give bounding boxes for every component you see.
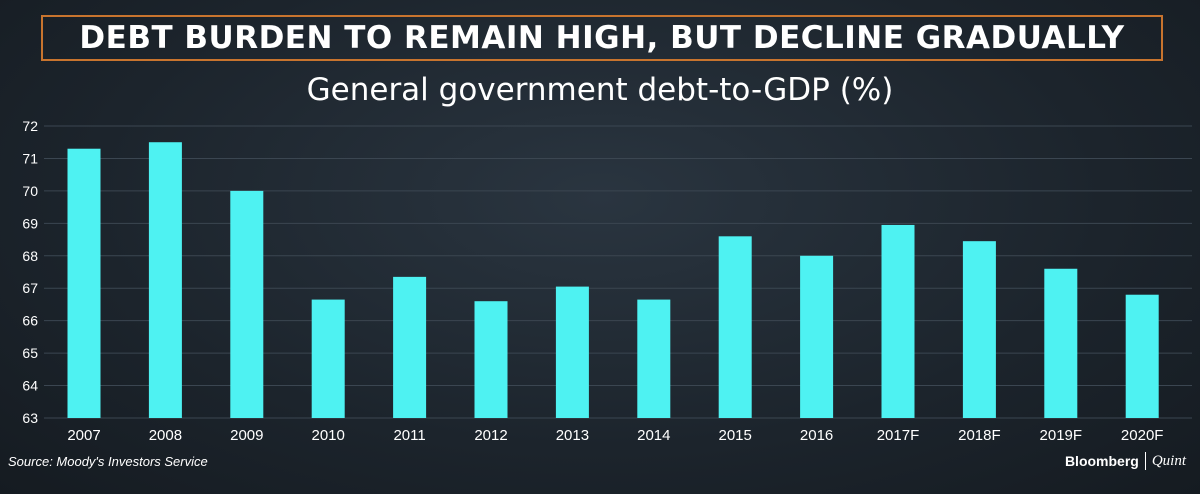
brand-partner: Quint [1151,452,1186,469]
y-tick-label: 69 [22,215,38,231]
x-tick-label: 2020F [1121,427,1164,444]
bar [637,299,671,418]
y-tick-label: 68 [22,248,38,264]
bar [67,148,101,418]
bar [962,241,996,418]
brand-logo: Bloomberg Quint [1065,452,1186,470]
bar-chart: 63 64 65 66 67 68 69 70 71 72 2007 2008 2009 2010 2011… [22,118,1192,444]
x-tick-label: 2011 [393,427,425,444]
bar [474,301,508,418]
x-tick-label: 2012 [474,427,507,444]
y-tick-label: 64 [22,378,38,394]
y-tick-label: 66 [22,313,38,329]
headline: DEBT BURDEN TO REMAIN HIGH, BUT DECLINE … [41,15,1163,61]
x-tick-label: 2019F [1040,427,1083,444]
brand-name: Bloomberg [1064,453,1139,469]
bar [718,236,752,418]
source-note: Source: Moody's Investors Service [8,454,208,469]
chart-title: General government debt-to-GDP (%) [306,72,894,108]
x-tick-label: 2009 [230,427,263,444]
x-tick-label: 2018F [958,427,1001,444]
bar [1125,294,1159,418]
x-tick-label: 2015 [719,427,752,444]
x-tick-label: 2013 [556,427,589,444]
brand-divider [1144,452,1146,470]
y-tick-label: 71 [22,150,38,166]
y-tick-label: 67 [22,280,38,296]
bar [393,276,427,418]
x-tick-label: 2017F [877,427,920,444]
x-tick-label: 2007 [67,427,100,444]
bar [311,299,345,418]
bar [148,142,182,418]
bar [555,286,589,418]
bar [230,190,264,418]
x-tick-label: 2016 [800,427,833,444]
x-tick-label: 2008 [149,427,182,444]
y-tick-label: 65 [22,345,38,361]
y-tick-label: 72 [22,118,38,134]
bar [1044,268,1078,418]
y-tick-label: 70 [22,183,38,199]
y-tick-label: 63 [22,410,38,426]
bar [881,224,915,418]
x-tick-label: 2010 [312,427,345,444]
bar [800,255,834,418]
x-tick-label: 2014 [637,427,670,444]
